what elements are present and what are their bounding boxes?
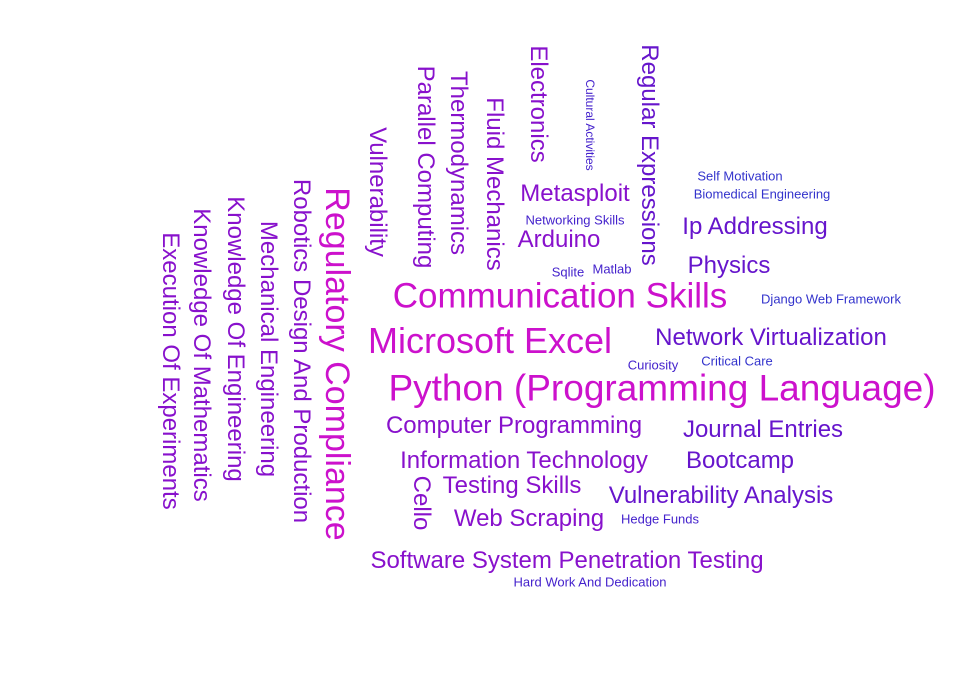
word-matlab: Matlab [592, 261, 632, 277]
word-cultural-activities: Cultural Activities [583, 79, 597, 171]
word-vulnerability: Vulnerability [364, 127, 391, 257]
word-execution-of-experiments: Execution Of Experiments [157, 232, 184, 510]
word-computer-programming: Computer Programming [385, 412, 643, 439]
word-knowledge-of-engineering: Knowledge Of Engineering [222, 196, 249, 482]
word-biomedical-engineering: Biomedical Engineering [693, 186, 831, 202]
word-metasploit: Metasploit [520, 180, 630, 207]
word-networking-skills: Networking Skills [525, 212, 625, 228]
word-regular-expressions: Regular Expressions [636, 44, 663, 266]
word-knowledge-of-mathematics: Knowledge Of Mathematics [188, 208, 215, 502]
word-self-motivation: Self Motivation [697, 168, 783, 184]
word-journal-entries: Journal Entries [682, 416, 844, 443]
word-mechanical-engineering: Mechanical Engineering [255, 220, 282, 478]
word-communication-skills: Communication Skills [392, 276, 728, 316]
word-fluid-mechanics: Fluid Mechanics [481, 97, 508, 271]
word-physics: Physics [687, 252, 771, 279]
word-regulatory-compliance: Regulatory Compliance [318, 187, 356, 541]
word-network-virtualization: Network Virtualization [655, 324, 887, 351]
word-sqlite: Sqlite [551, 264, 585, 280]
word-thermodynamics: Thermodynamics [445, 70, 472, 256]
word-microsoft-excel: Microsoft Excel [367, 320, 613, 361]
word-electronics: Electronics [525, 45, 552, 163]
word-parallel-computing: Parallel Computing [412, 65, 439, 269]
word-curiosity: Curiosity [627, 357, 679, 373]
word-testing-skills: Testing Skills [442, 472, 582, 499]
word-arduino: Arduino [517, 226, 601, 253]
word-ip-addressing: Ip Addressing [682, 213, 828, 240]
word-hedge-funds: Hedge Funds [620, 511, 700, 527]
word-vulnerability-analysis: Vulnerability Analysis [608, 482, 834, 509]
word-python-programming-language: Python (Programming Language) [388, 367, 936, 409]
word-bootcamp: Bootcamp [685, 447, 795, 474]
word-cello: Cello [408, 475, 435, 531]
word-critical-care: Critical Care [701, 353, 773, 369]
word-information-technology: Information Technology [400, 447, 648, 474]
word-hard-work-and-dedication: Hard Work And Dedication [513, 574, 667, 590]
word-software-system-penetration-testing: Software System Penetration Testing [370, 547, 764, 574]
word-web-scraping: Web Scraping [453, 505, 605, 532]
word-robotics-design-and-production: Robotics Design And Production [288, 178, 315, 524]
word-django-web-framework: Django Web Framework [761, 291, 901, 307]
